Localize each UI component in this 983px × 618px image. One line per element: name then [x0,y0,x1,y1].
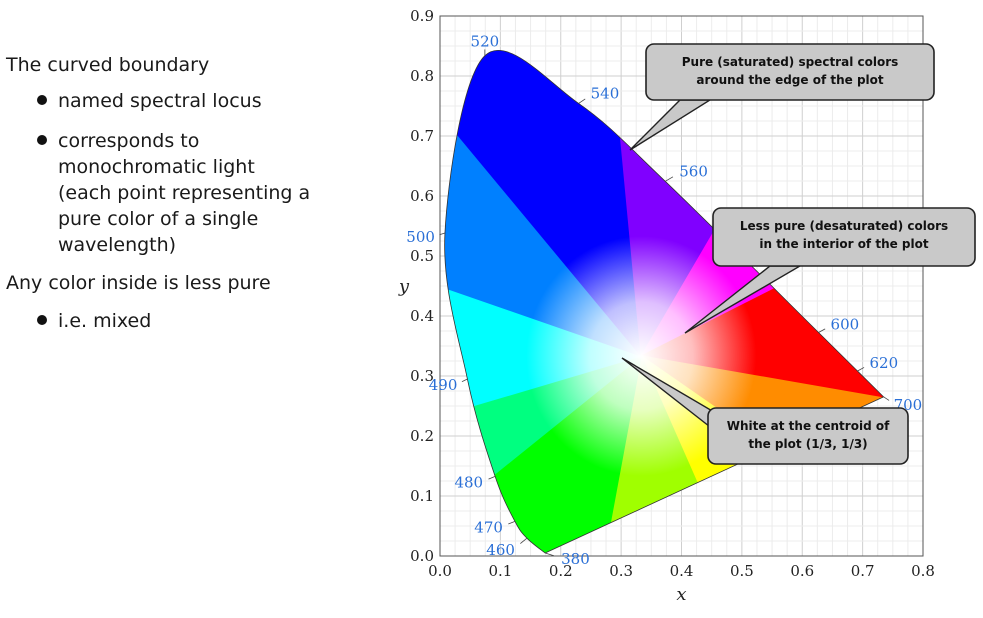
bullet-item: named spectral locus [6,88,376,114]
x-tick-label: 0.5 [730,562,754,580]
wavelength-label: 380 [561,550,590,568]
wavelength-label: 490 [429,376,458,394]
callouts: Pure (saturated) spectral colors around t… [621,43,976,465]
wavelength-label: 470 [474,518,503,536]
callout-pointer [629,99,713,151]
bullet-text: i.e. mixed [58,310,152,332]
callout-text: the plot (1/3, 1/3) [748,437,867,451]
wavelength-label: 460 [486,541,515,559]
y-tick-label: 0.9 [410,7,434,25]
wavelength-leader [818,328,826,333]
y-tick-label: 0.3 [410,367,434,385]
callout: White at the centroid of the plot (1/3, 1… [621,357,909,465]
bullet-item: i.e. mixed [6,308,376,334]
callout-box [707,407,909,465]
bullet-item: corresponds to monochromatic light (each… [6,128,376,258]
wavelength-leader [439,232,446,236]
bullet-dot-icon [37,315,47,325]
wavelength-label: 520 [471,33,500,51]
wavelength-leader [883,396,890,401]
wavelength-label: 480 [454,473,483,491]
x-tick-label: 0.6 [790,562,814,580]
wavelength-leader [665,176,674,182]
wavelength-leader [544,552,555,557]
bullet-text: named spectral locus [58,90,262,112]
x-tick-label: 0.2 [549,562,573,580]
bullet-text: monochromatic light [58,156,255,178]
y-tick-label: 0.2 [410,427,434,445]
bullet-dot-icon [37,95,47,105]
y-tick-label: 0.7 [410,127,434,145]
x-tick-label: 0.4 [670,562,694,580]
chromaticity-diagram: 0.0 0.1 0.2 0.3 0.4 0.5 0.6 0.7 0.8 0.0 0.1 0.2 0.3 0… [398,7,976,605]
wavelength-leader [508,520,516,525]
x-axis-title: x [676,584,686,605]
bullet-dot-icon [37,135,47,145]
callout-text: Less pure (desaturated) colors [740,219,948,233]
bullet-text: (each point representing a [58,182,311,204]
wavelength-label: 540 [591,84,620,102]
text-panel: The curved boundary named spectral locus… [6,52,376,334]
x-tick-label: 0.3 [609,562,633,580]
bullet-text: wavelength) [58,234,177,256]
bullet-list-2: i.e. mixed [6,308,376,334]
paragraph-2: Any color inside is less pure [6,272,271,294]
callout-text: White at the centroid of [727,419,890,433]
callout-text: Pure (saturated) spectral colors [682,55,899,69]
y-tick-label: 0.6 [410,187,434,205]
y-tick-label: 0.0 [410,547,434,565]
y-axis-title: y [398,276,410,297]
wavelength-label: 500 [406,228,435,246]
bullet-list-1: named spectral locus corresponds to mono… [6,88,376,258]
x-tick-label: 0.1 [488,562,512,580]
x-tick-label: 0.7 [851,562,875,580]
wavelength-label: 560 [679,162,708,180]
x-tick-label: 0.8 [911,562,935,580]
intro-text: The curved boundary [6,54,210,76]
axis-ticks: 0.0 0.1 0.2 0.3 0.4 0.5 0.6 0.7 0.8 0.0 0.1 0.2 0.3 0… [410,7,935,580]
callout-box [712,207,976,267]
spectral-locus-outline [444,49,885,554]
callout-box [645,43,935,101]
x-tick-label: 0.0 [428,562,452,580]
wavelength-leader [857,367,865,372]
wavelength-label: 600 [831,316,860,334]
wavelength-leader [578,98,586,104]
callout: Less pure (desaturated) colors in the int… [684,207,976,334]
y-tick-label: 0.1 [410,487,434,505]
plot-frame [439,15,924,557]
bullet-text: corresponds to [58,130,200,152]
wavelength-label: 620 [869,354,898,372]
callout-text: in the interior of the plot [759,237,929,251]
y-tick-label: 0.8 [410,67,434,85]
bullet-text: pure color of a single [58,208,259,230]
y-tick-label: 0.4 [410,307,434,325]
wavelength-leader [520,537,528,544]
wavelength-leader [461,378,468,383]
callout: Pure (saturated) spectral colors around t… [629,43,935,151]
y-tick-label: 0.5 [410,247,434,265]
wavelength-leader [488,476,496,480]
callout-text: around the edge of the plot [696,73,884,87]
